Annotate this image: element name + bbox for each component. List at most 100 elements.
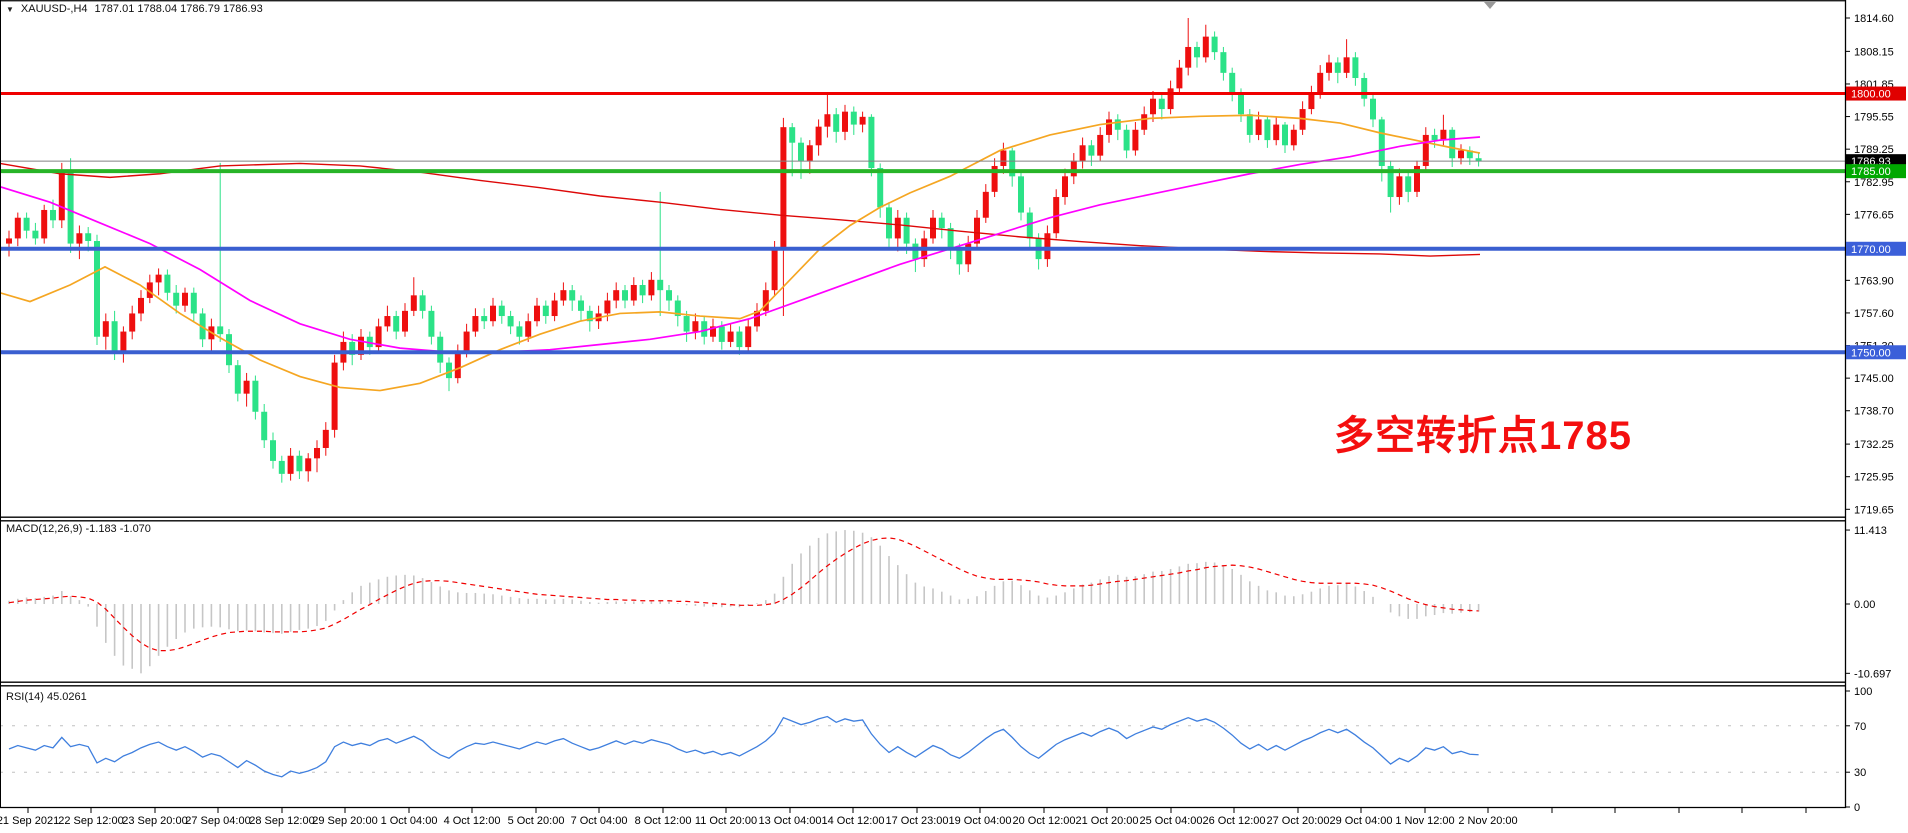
candles-layer <box>6 18 1482 483</box>
symbol-collapse-icon[interactable]: ▼ <box>6 4 14 14</box>
candle-body <box>754 310 760 327</box>
macd-axis-label: -10.697 <box>1854 668 1891 680</box>
time-axis-label: 28 Sep 12:00 <box>249 815 314 827</box>
candle-body <box>1053 197 1060 234</box>
time-axis-label: 21 Oct 20:00 <box>1076 815 1139 827</box>
candle-body <box>296 455 303 472</box>
panel-borders <box>0 0 1847 809</box>
time-axis-label: 1 Nov 12:00 <box>1395 815 1454 827</box>
price-axis-label: 1814.60 <box>1854 13 1894 25</box>
candle-body <box>1273 124 1280 141</box>
candle-body <box>1176 67 1183 89</box>
rsi-line <box>8 715 1479 778</box>
price-badge-label: 1800.00 <box>1851 89 1891 101</box>
ma-orange-line <box>0 114 1481 392</box>
indicator-axes: 11.413 0.00 -10.697 100 70 30 0 <box>1845 525 1891 814</box>
candle-body <box>190 292 197 314</box>
candle-body <box>789 127 796 143</box>
candle-body <box>305 458 312 472</box>
chart-shift-marker-icon[interactable] <box>1484 2 1496 9</box>
candle-body <box>393 316 400 332</box>
candle-body <box>578 300 584 311</box>
candle-body <box>639 284 646 296</box>
candle-body <box>419 295 426 311</box>
candle-body <box>1343 57 1350 73</box>
ma-magenta-line <box>0 136 1481 354</box>
rsi-panel[interactable] <box>0 715 1845 778</box>
candle-body <box>947 228 954 249</box>
candle-body <box>1150 98 1156 115</box>
candle-body <box>164 274 171 293</box>
candle-body <box>14 217 21 239</box>
price-badge <box>1846 345 1906 360</box>
candle-body <box>1018 176 1024 213</box>
time-axis-label: 27 Oct 20:00 <box>1267 815 1330 827</box>
time-axis-label: 19 Oct 04:00 <box>949 815 1012 827</box>
candle-body <box>798 142 804 161</box>
candle-body <box>525 321 532 337</box>
macd-panel[interactable] <box>8 530 1480 674</box>
candle-body <box>736 331 743 348</box>
candle-body <box>912 243 919 260</box>
candle-body <box>120 331 127 353</box>
price-axis-label: 1782.95 <box>1854 177 1894 189</box>
candle-body <box>1317 72 1324 94</box>
candle-body <box>58 171 65 221</box>
candle-body <box>1290 129 1297 146</box>
candle-body <box>657 279 664 291</box>
chart-ohlc-header: ▼ XAUUSD-,H4 1787.01 1788.04 1786.79 178… <box>6 3 263 15</box>
candle-body <box>129 313 136 332</box>
time-axis-label: 4 Oct 12:00 <box>444 815 501 827</box>
candle-body <box>498 305 505 317</box>
candle-body <box>1431 134 1438 141</box>
candle-body <box>1370 98 1376 120</box>
candle-body <box>1079 145 1086 161</box>
candle-body <box>622 290 628 301</box>
time-axis-label: 29 Oct 04:00 <box>1330 815 1393 827</box>
candle-body <box>824 114 831 127</box>
candle-body <box>1334 62 1341 73</box>
candle-body <box>965 243 972 265</box>
candle-body <box>868 116 875 169</box>
candle-body <box>1070 160 1077 177</box>
candle-body <box>1194 46 1200 58</box>
candle-body <box>1352 57 1359 79</box>
candle-body <box>534 305 540 322</box>
macd-current-values: -1.183 -1.070 <box>85 523 151 535</box>
candle-body <box>446 362 452 379</box>
candle-body <box>1000 150 1007 166</box>
trade-annotation-text: 多空转折点1785 <box>1334 414 1632 458</box>
candle-body <box>252 380 259 412</box>
candle-body <box>1378 119 1385 166</box>
price-axis[interactable]: 1814.601808.151801.851795.551789.251782.… <box>1845 13 1906 516</box>
candle-body <box>6 238 12 244</box>
time-axis-label: 1 Oct 04:00 <box>381 815 438 827</box>
candle-body <box>454 352 461 379</box>
time-axis-label: 21 Sep 2021 <box>0 815 59 827</box>
candle-body <box>982 191 989 218</box>
candle-body <box>780 127 787 249</box>
candle-body <box>85 233 92 242</box>
macd-axis-label: 11.413 <box>1854 525 1887 537</box>
macd-indicator-label: MACD(12,26,9) -1.183 -1.070 <box>6 523 151 535</box>
symbol-timeframe: XAUUSD-,H4 <box>20 3 88 15</box>
candle-body <box>1422 134 1429 166</box>
candle-body <box>701 321 708 337</box>
time-axis-label: 11 Oct 20:00 <box>695 815 757 827</box>
candle-body <box>569 290 576 301</box>
candle-body <box>146 282 153 298</box>
price-badge-label: 1770.00 <box>1851 244 1891 256</box>
candle-body <box>437 336 444 363</box>
candle-body <box>366 336 373 348</box>
macd-axis-label: 0.00 <box>1854 599 1875 611</box>
candle-body <box>1308 93 1315 110</box>
candle-body <box>1264 119 1271 141</box>
time-axis-label: 29 Sep 20:00 <box>312 815 377 827</box>
candle-body <box>859 116 866 125</box>
candle-body <box>1167 88 1174 110</box>
price-axis-label: 1719.65 <box>1854 504 1894 516</box>
horizontal-lines-layer[interactable] <box>0 92 1845 355</box>
candle-body <box>243 380 250 394</box>
